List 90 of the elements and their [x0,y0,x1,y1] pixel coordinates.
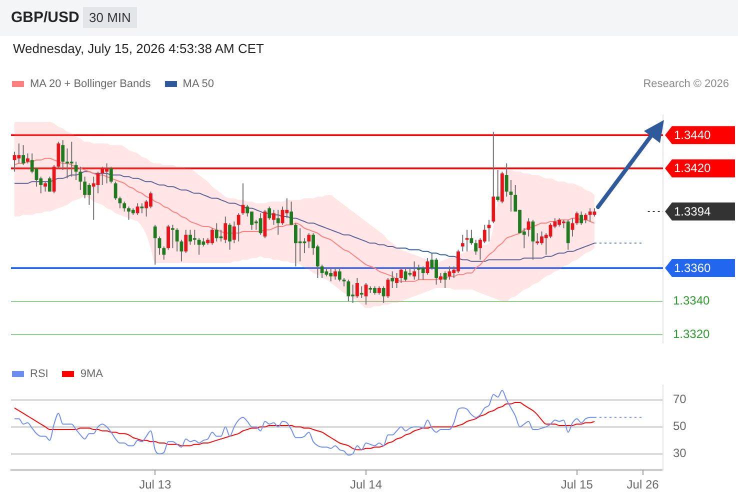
candlestick [320,264,324,279]
candlestick [575,211,579,226]
candlestick [482,224,486,244]
candlestick [285,198,289,219]
candlestick [100,166,104,186]
candlestick [329,268,333,282]
ref-line-label: 1.3440 [674,128,712,142]
candlestick [224,216,228,244]
candlestick [276,209,280,236]
candlestick [192,229,196,246]
candlestick [399,268,403,284]
candlestick [44,181,47,192]
y-tick-label: 70 [673,392,687,406]
candlestick [382,286,386,304]
candlestick [307,232,311,249]
candlestick [214,222,218,242]
candlestick [109,166,113,184]
candlestick [356,278,359,298]
candlestick [162,246,166,260]
candlestick [48,176,52,192]
candlestick [70,141,74,178]
candlestick [421,266,425,280]
candlestick [395,272,398,288]
candlestick [496,170,500,202]
candlestick [166,224,170,250]
candlestick [360,286,364,298]
candlestick [153,224,157,266]
candlestick [509,179,513,212]
candlestick [465,229,469,252]
candlestick [26,152,30,164]
candlestick [232,221,236,244]
ref-line-label: 1.3420 [674,161,712,176]
candlestick [386,278,390,298]
candlestick [338,268,342,282]
y-tick-label: 30 [673,446,687,460]
ref-line-label: 1.3360 [674,260,712,275]
candlestick [236,212,240,242]
candlestick [504,162,508,198]
candlestick [536,232,540,246]
candlestick [580,211,583,226]
candlestick [140,202,144,214]
legend-label: MA 50 [182,78,214,90]
candlestick [438,272,442,284]
candlestick [114,181,118,200]
candlestick [584,212,588,224]
legend-label: MA 20 + Bollinger Bands [30,78,151,90]
candlestick [22,144,25,166]
candlestick [412,260,416,280]
candlestick [443,270,447,288]
x-tick-label: Jul 26 [626,478,660,492]
candlestick [272,209,276,226]
candlestick [170,224,174,249]
candlestick [474,239,478,256]
candlestick [526,218,530,237]
candlestick [258,212,262,236]
line-series [14,402,595,450]
candlestick [364,282,368,306]
candlestick [470,229,474,246]
y-tick-label: 1.3340 [673,294,710,308]
candlestick [290,201,294,226]
text: 30 MIN [83,7,137,28]
text: Wednesday, July 15, 2026 4:53:38 AM CET [13,41,264,56]
text: Research © 2026 [643,78,729,90]
legend-label: RSI [30,368,48,380]
y-tick-label: 1.3320 [673,326,710,341]
y-tick-label: 50 [673,419,687,434]
candlestick [17,142,21,164]
x-tick-label: Jul 13 [139,478,172,492]
x-tick-label: Jul 14 [350,478,382,492]
candlestick [460,234,464,252]
candlestick [78,166,82,190]
candlestick [268,206,272,220]
candlestick [346,279,350,302]
candlestick [175,228,179,252]
candlestick [92,176,96,220]
candlestick [228,222,232,250]
candlestick [390,270,394,288]
candlestick [184,229,188,254]
candlestick [61,140,65,171]
candlestick [570,218,574,237]
chart-title: GBP/USD [11,9,80,26]
candlestick [298,228,302,262]
legend-label: 9MA [80,368,103,380]
x-tick-label: Jul 15 [560,478,594,492]
candlestick [588,208,592,222]
candlestick [566,219,570,250]
candlestick [122,201,126,212]
candlestick [83,176,87,199]
candlestick [334,268,337,280]
ref-line-label: 1.3394 [674,204,712,218]
